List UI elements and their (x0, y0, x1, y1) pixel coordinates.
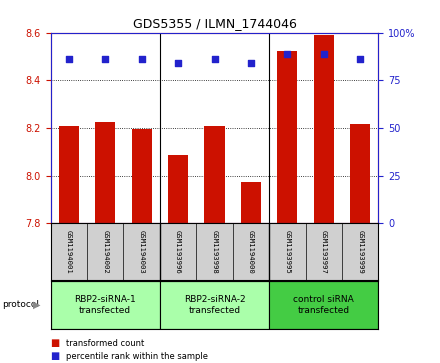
Text: GSM1194003: GSM1194003 (139, 229, 145, 273)
Bar (132, 129, 152, 223)
Title: GDS5355 / ILMN_1744046: GDS5355 / ILMN_1744046 (132, 17, 297, 30)
Text: transformed count: transformed count (66, 339, 144, 347)
Text: protocol: protocol (2, 301, 39, 309)
Point (211, 56, 218, 62)
Bar (95, 122, 115, 223)
Bar (51, 281, 160, 329)
Text: GSM1193998: GSM1193998 (212, 229, 217, 273)
Bar (205, 126, 224, 223)
Text: GSM1193996: GSM1193996 (175, 229, 181, 273)
Text: RBP2-siRNA-1
transfected: RBP2-siRNA-1 transfected (74, 295, 136, 315)
Bar (314, 35, 334, 223)
Bar (350, 125, 370, 223)
Text: GSM1193995: GSM1193995 (284, 229, 290, 273)
Bar (59, 126, 79, 223)
Text: GSM1194001: GSM1194001 (66, 229, 72, 273)
Point (284, 51, 291, 57)
Point (138, 56, 145, 62)
Point (320, 51, 327, 57)
Text: ■: ■ (51, 338, 60, 348)
Text: GSM1193999: GSM1193999 (357, 229, 363, 273)
Text: ■: ■ (51, 351, 60, 362)
Text: control siRNA
transfected: control siRNA transfected (293, 295, 354, 315)
Point (247, 60, 254, 66)
Bar (168, 155, 188, 223)
Text: ▶: ▶ (33, 300, 41, 310)
Text: GSM1194000: GSM1194000 (248, 229, 254, 273)
Point (357, 56, 364, 62)
Text: GSM1193997: GSM1193997 (321, 229, 327, 273)
Text: percentile rank within the sample: percentile rank within the sample (66, 352, 208, 361)
Bar (269, 281, 378, 329)
Text: GSM1194002: GSM1194002 (102, 229, 108, 273)
Point (102, 56, 109, 62)
Bar (241, 182, 261, 223)
Point (175, 60, 182, 66)
Point (65, 56, 72, 62)
Bar (277, 50, 297, 223)
Text: RBP2-siRNA-2
transfected: RBP2-siRNA-2 transfected (183, 295, 246, 315)
Bar (160, 281, 269, 329)
